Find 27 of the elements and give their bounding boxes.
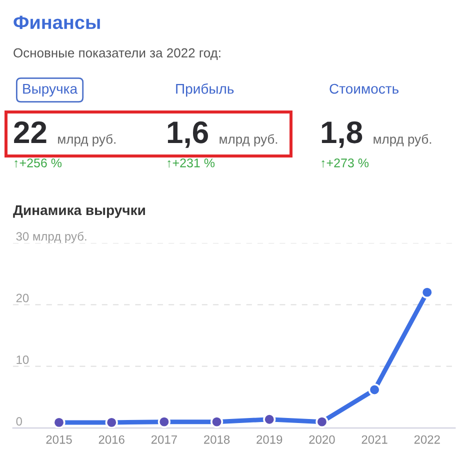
text: млрд руб. <box>58 134 116 146</box>
text: Стоимость <box>330 84 399 94</box>
x-tick-label: 2016 <box>98 435 124 444</box>
text: 22 <box>14 121 46 144</box>
x-tick-label: 2015 <box>46 435 72 444</box>
y-tick-label: 30 млрд руб. <box>16 232 86 243</box>
text: ↑+231 % <box>168 158 215 168</box>
text: 1,8 <box>322 121 362 148</box>
text: Финансы <box>14 16 100 30</box>
y-tick-label: 20 <box>16 294 29 302</box>
chart-title: Динамика выручки <box>13 205 145 218</box>
text: ↑+256 % <box>14 158 62 168</box>
x-tick-label: 2021 <box>362 435 388 444</box>
y-tick-label: 0 <box>16 417 22 426</box>
x-tick-label: 2022 <box>414 435 440 444</box>
x-tick-label: 2018 <box>204 435 230 444</box>
text: Прибыль <box>176 83 234 97</box>
text: Выручка <box>23 84 78 97</box>
text: млрд руб. <box>374 134 432 146</box>
text: 1,6 <box>168 121 208 148</box>
y-tick-label: 10 <box>16 355 29 364</box>
x-tick-label: 2019 <box>256 435 282 444</box>
text: ↑+273 % <box>322 158 369 168</box>
text: млрд руб. <box>220 134 278 146</box>
text: Основные показатели за 2022 год: <box>14 48 220 60</box>
x-tick-label: 2020 <box>309 435 335 444</box>
x-tick-label: 2017 <box>151 435 177 444</box>
